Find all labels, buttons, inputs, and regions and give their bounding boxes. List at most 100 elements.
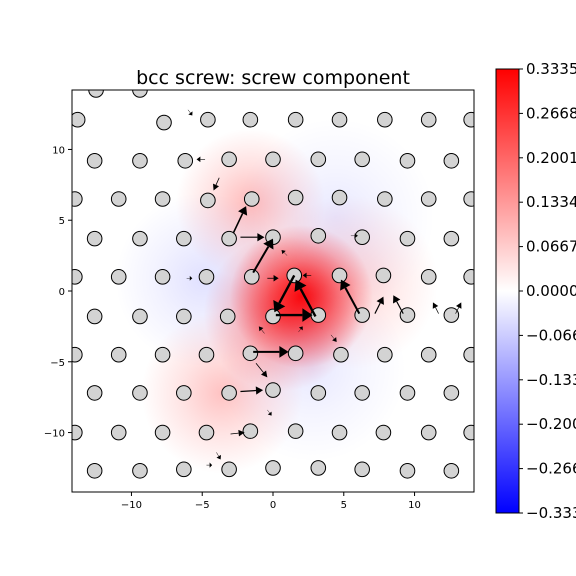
atom-marker (88, 90, 104, 98)
atom-marker (72, 269, 83, 285)
displacement-arrow-head (298, 326, 303, 331)
atom-marker (377, 191, 393, 207)
field-layer (115, 117, 439, 474)
atom-marker (287, 111, 304, 128)
x-tick-label: −5 (195, 500, 210, 511)
atom-marker (176, 385, 192, 401)
displacement-arrow-shaft (215, 177, 220, 186)
colorbar-ticks: 0.3335 0.2668 0.2001 0.1334 0.0667 0.0000 −0.0… (519, 60, 576, 522)
atom-marker (443, 462, 460, 479)
atom-marker (72, 424, 83, 441)
atom-marker (287, 423, 304, 439)
atom-marker (154, 269, 171, 285)
displacement-arrow-head (340, 279, 351, 291)
y-tick-label: −5 (50, 358, 65, 369)
displacement-arrow-shaft (255, 362, 264, 373)
atom-marker (265, 382, 281, 398)
displacement-arrow-head (213, 183, 219, 191)
atom-marker (110, 269, 127, 285)
displacement-arrow-head (216, 454, 221, 460)
displacement-arrow-head (376, 296, 384, 305)
displacement-arrow-head (188, 111, 193, 116)
colorbar-tick-label: −0.266 (526, 460, 576, 478)
atom-marker (331, 267, 348, 284)
displacement-arrow-shaft (230, 432, 239, 435)
atom-marker (221, 461, 237, 478)
atom-marker (354, 385, 370, 401)
atom-marker (154, 424, 171, 441)
atom-marker (132, 230, 148, 247)
atom-marker (110, 346, 127, 363)
atom-marker (287, 189, 304, 206)
atom-marker (176, 461, 192, 478)
atom-marker (375, 267, 392, 284)
atom-marker (132, 308, 148, 325)
atom-marker (242, 111, 259, 128)
atom-marker (443, 152, 460, 169)
displacement-arrow-head (281, 249, 286, 255)
atom-marker (200, 192, 216, 209)
atom-marker (399, 462, 416, 479)
displacement-arrow-head (260, 370, 268, 378)
atom-marker (420, 424, 437, 441)
atom-marker (221, 230, 237, 247)
displacement-arrow-head (302, 272, 307, 279)
atom-marker (86, 308, 103, 325)
atom-marker (242, 345, 259, 362)
colorbar-tick-label: −0.133 (526, 371, 576, 389)
atom-marker (242, 423, 259, 439)
atom-marker (463, 424, 474, 441)
atom-marker (221, 385, 237, 401)
atom-marker (265, 151, 281, 168)
displacement-arrow-head (196, 156, 201, 163)
x-axis: −10 −5 0 5 10 (121, 492, 421, 511)
atom-marker (221, 151, 237, 168)
displacement-arrow-head (294, 279, 307, 292)
atom-marker (154, 191, 171, 207)
atom-marker (72, 111, 86, 128)
atom-marker (219, 308, 236, 325)
x-tick-label: 5 (341, 500, 347, 511)
atom-marker (110, 191, 127, 207)
atom-marker (198, 424, 215, 441)
atom-marker (265, 460, 281, 476)
displacement-arrow-head (209, 462, 213, 468)
atom-marker (399, 152, 416, 169)
displacement-arrow-shaft (396, 301, 404, 314)
colorbar-tick-label: 0.1334 (526, 193, 576, 211)
displacement-arrow-shaft (267, 409, 270, 414)
atom-marker (354, 229, 370, 246)
atom-marker (287, 345, 304, 362)
displacement-arrow-head (263, 238, 274, 250)
atom-marker (420, 191, 437, 207)
colorbar-tick-label: −0.200 (526, 415, 576, 433)
y-tick-label: −10 (44, 429, 65, 440)
colorbar-tick-label: 0.3335 (526, 60, 576, 78)
y-tick-label: 5 (59, 216, 65, 227)
displacement-arrow-shaft (374, 302, 381, 314)
atom-marker (132, 385, 148, 401)
atom-marker (176, 230, 192, 247)
atom-marker (443, 230, 460, 247)
colorbar (495, 68, 520, 514)
atom-marker (86, 462, 103, 479)
displacement-arrow-head (258, 326, 264, 332)
atom-marker (399, 230, 416, 247)
colorbar-tick-label: 0.0667 (526, 238, 576, 256)
atom-marker (132, 152, 148, 169)
atom-marker (243, 269, 260, 285)
atom-marker (354, 151, 370, 168)
displacement-arrow-shaft (435, 307, 439, 314)
x-tick-label: 10 (408, 500, 421, 511)
atom-marker (377, 111, 393, 128)
displacement-arrow-head (332, 337, 337, 342)
displacement-arrow-shaft (187, 109, 191, 114)
atom-marker (463, 346, 474, 363)
x-tick-label: 0 (270, 500, 276, 511)
displacement-arrow-shaft (240, 389, 257, 393)
displacement-arrow-shaft (278, 274, 296, 304)
atom-marker (463, 111, 474, 128)
atom-marker (375, 424, 392, 441)
atom-marker (463, 269, 474, 285)
